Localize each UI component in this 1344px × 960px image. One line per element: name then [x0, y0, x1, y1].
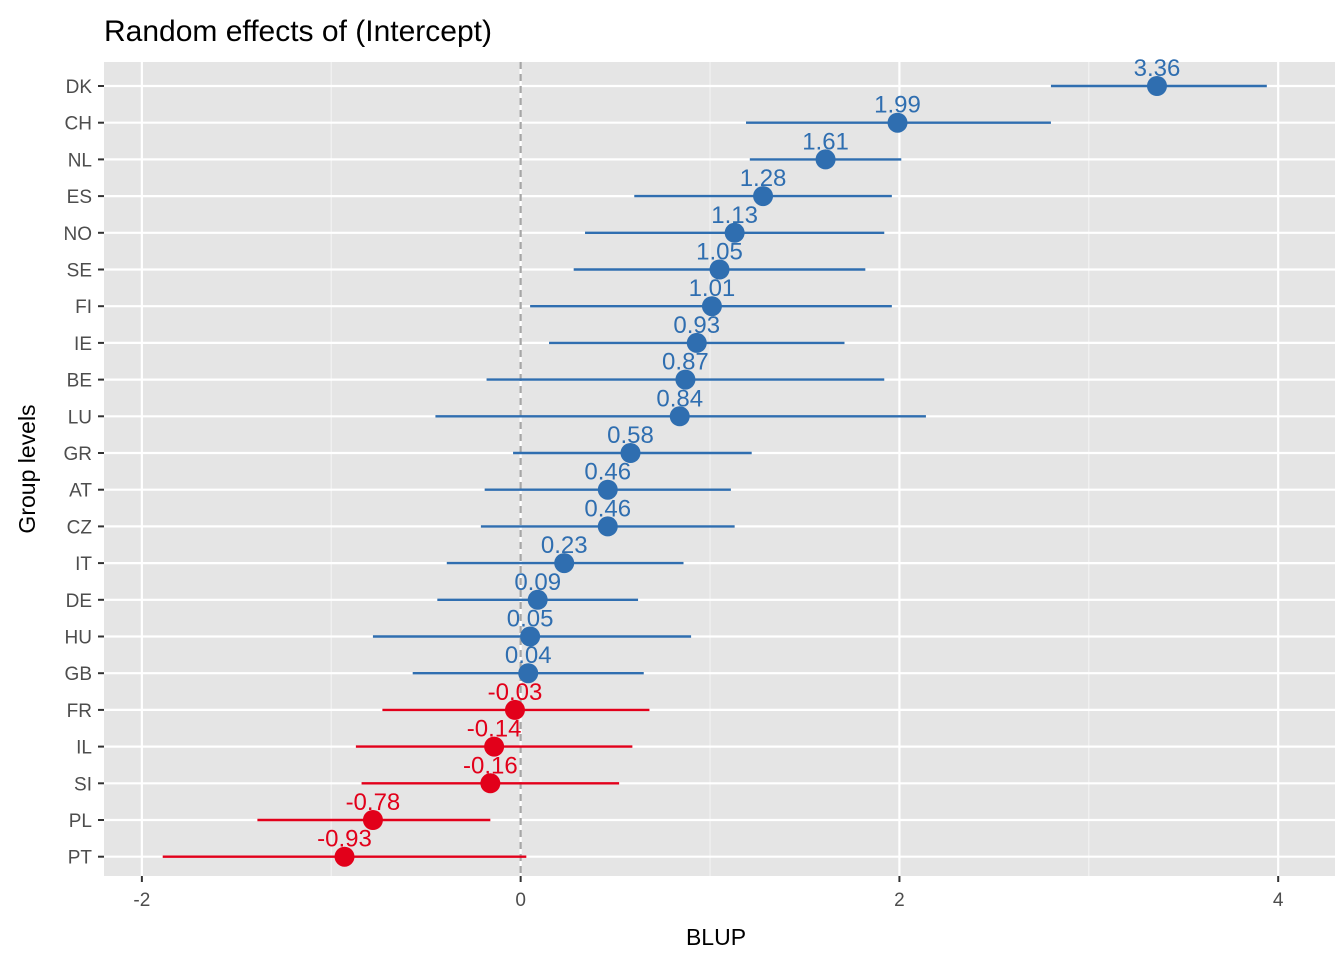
data-point [620, 443, 641, 463]
data-point [669, 406, 690, 427]
y-tick-label: NL [68, 150, 92, 171]
y-tick-label: SE [67, 261, 92, 282]
y-tick-label: PT [68, 848, 93, 869]
y-tick-label: CZ [67, 517, 93, 538]
chart-title: Random effects of (Intercept) [104, 15, 492, 48]
data-point [686, 332, 707, 353]
value-label: 1.13 [711, 202, 758, 229]
x-tick-label: -2 [133, 890, 150, 911]
value-label: 0.87 [662, 349, 709, 376]
y-tick-label: IL [76, 738, 92, 759]
plot-panel [104, 62, 1335, 876]
y-tick-label: GR [64, 444, 93, 465]
value-label: 1.05 [696, 239, 743, 266]
x-tick-label: 2 [894, 890, 905, 911]
value-label: 1.28 [740, 165, 787, 192]
data-point [480, 773, 501, 794]
value-label: 0.05 [507, 606, 554, 633]
y-axis: DK CH NL ES NO SE FI IE BE LU GR AT CZ IT DE HU GB FR IL SI… [64, 77, 104, 869]
y-tick-label: ES [67, 187, 92, 208]
data-point [887, 112, 908, 133]
value-label: -0.03 [488, 679, 543, 706]
value-label: -0.78 [346, 789, 401, 816]
y-tick-label: PL [69, 811, 92, 832]
value-label: 0.58 [607, 422, 654, 449]
y-tick-label: DK [66, 77, 93, 98]
value-label: 0.84 [656, 385, 703, 412]
x-tick-label: 4 [1273, 890, 1284, 911]
data-point [484, 736, 505, 757]
value-label: -0.14 [467, 716, 522, 743]
x-tick-label: 0 [515, 890, 526, 911]
data-series: 3.36 1.99 1.61 1.28 1.13 1.05 1.01 0.93 0.87 0.84… [162, 55, 1267, 867]
x-axis: -2 0 2 4 [133, 876, 1284, 911]
value-label: 1.61 [802, 128, 849, 155]
data-point [527, 589, 548, 610]
data-point [675, 369, 696, 390]
value-label: 0.46 [584, 459, 631, 486]
y-tick-label: FR [67, 701, 92, 722]
y-tick-label: LU [68, 407, 92, 428]
data-point [554, 553, 575, 574]
value-label: 0.23 [541, 532, 588, 559]
data-point [701, 296, 722, 317]
y-tick-label: SI [74, 774, 92, 795]
data-point [334, 846, 355, 867]
value-label: 3.36 [1134, 55, 1181, 82]
data-point [504, 699, 525, 720]
y-tick-label: GB [65, 664, 92, 685]
y-tick-label: DE [66, 591, 92, 612]
x-axis-title: BLUP [686, 924, 746, 950]
data-point [815, 149, 836, 170]
y-tick-label: FI [75, 297, 92, 318]
value-label: -0.93 [317, 826, 372, 853]
data-point [724, 222, 745, 243]
y-axis-title: Group levels [14, 404, 40, 533]
data-point [362, 810, 383, 830]
value-label: 0.46 [584, 495, 631, 522]
data-point [1146, 76, 1167, 96]
y-tick-label: AT [69, 481, 92, 502]
value-label: 0.04 [505, 642, 552, 669]
value-label: 1.99 [874, 92, 921, 119]
y-tick-label: NO [64, 224, 93, 245]
data-point [597, 479, 618, 500]
y-tick-label: CH [65, 114, 92, 135]
data-point [709, 259, 730, 280]
data-point [597, 516, 618, 537]
value-label: -0.16 [463, 752, 518, 779]
y-tick-label: BE [67, 371, 92, 392]
y-tick-label: IT [75, 554, 92, 575]
value-label: 0.93 [673, 312, 720, 339]
data-point [753, 186, 774, 207]
y-tick-label: IE [74, 334, 92, 355]
value-label: 0.09 [514, 569, 561, 596]
value-label: 1.01 [689, 275, 736, 302]
data-point [520, 626, 541, 647]
y-tick-label: HU [65, 628, 92, 649]
data-point [518, 663, 539, 684]
